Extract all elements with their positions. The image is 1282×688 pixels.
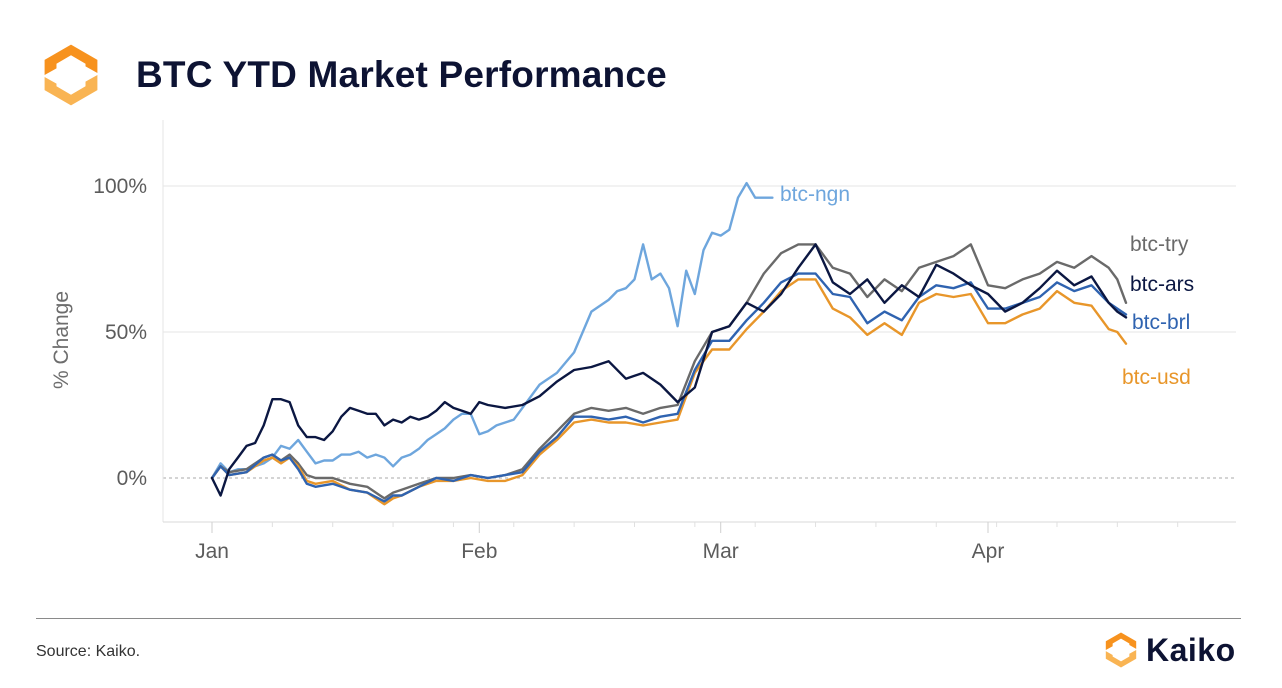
y-tick-label: 100% bbox=[93, 175, 147, 198]
gridlines bbox=[163, 185, 1236, 479]
x-tick-label: Feb bbox=[461, 540, 497, 563]
source-note: Source: Kaiko. bbox=[36, 643, 141, 660]
kaiko-brand-icon bbox=[1105, 632, 1137, 668]
x-tick-label: Mar bbox=[703, 540, 739, 563]
footer-divider bbox=[36, 618, 1241, 619]
y-axis-label: % Change bbox=[50, 291, 73, 389]
series-label-btc-ngn: btc-ngn bbox=[780, 183, 850, 206]
series-label-btc-brl: btc-brl bbox=[1132, 311, 1190, 334]
series-line-btc-ngn bbox=[210, 181, 774, 480]
series-lines bbox=[210, 181, 1128, 506]
kaiko-logo-icon bbox=[44, 44, 98, 106]
series-line-btc-try bbox=[210, 243, 1128, 500]
x-tick-label: Jan bbox=[195, 540, 229, 563]
line-chart: 0%50%100%Jan Feb Mar Apr btc-ngnbtc-trybtc-… bbox=[50, 120, 1236, 563]
series-label-btc-ars: btc-ars bbox=[1130, 273, 1194, 296]
series-line-btc-ars bbox=[210, 243, 1128, 497]
x-tick-label: Apr bbox=[972, 540, 1005, 563]
page-title: BTC YTD Market Performance bbox=[136, 54, 667, 95]
series-label-btc-usd: btc-usd bbox=[1122, 366, 1191, 389]
series-labels: btc-ngn btc-try btc-ars btc-brl btc-usd bbox=[780, 183, 1194, 389]
series-label-btc-try: btc-try bbox=[1130, 233, 1189, 256]
brand-name: Kaiko bbox=[1146, 631, 1236, 668]
y-tick-label: 50% bbox=[105, 321, 147, 344]
series-line-btc-usd bbox=[210, 278, 1128, 506]
axes: 0% 50% 100% Jan Feb Mar Apr bbox=[93, 120, 1236, 563]
y-tick-label: 0% bbox=[117, 467, 147, 490]
series-line-btc-brl bbox=[210, 272, 1128, 503]
kaiko-brand: Kaiko bbox=[1102, 628, 1236, 672]
